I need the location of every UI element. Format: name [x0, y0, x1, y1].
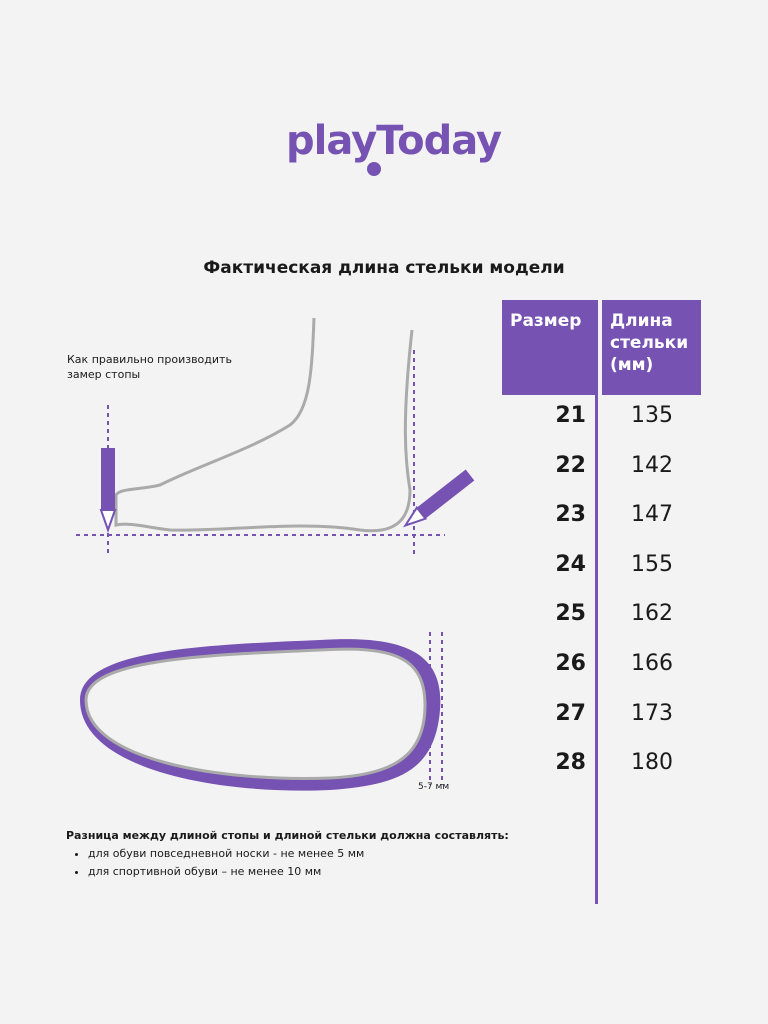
size-cell: 25 — [555, 601, 586, 627]
length-cell: 173 — [631, 700, 673, 726]
page-title: Фактическая длина стельки модели — [203, 258, 565, 278]
header-size: Размер — [502, 300, 596, 395]
length-cell: 142 — [631, 452, 673, 478]
size-cell: 24 — [555, 551, 586, 577]
foot-illustration — [76, 317, 475, 791]
note: Разница между длиной стопы и длиной стел… — [66, 827, 509, 881]
logo: playToday — [286, 118, 502, 164]
length-cell: 180 — [631, 750, 673, 776]
length-cell: 147 — [631, 502, 673, 528]
length-cell: 155 — [631, 551, 673, 577]
size-cell: 26 — [555, 651, 586, 676]
size-cell: 27 — [555, 700, 586, 726]
gap-label: 5-7 мм — [418, 782, 450, 792]
note-item: для спортивной обуви – не менее 10 мм — [88, 863, 509, 881]
table-divider — [595, 300, 598, 904]
length-cell: 135 — [631, 403, 673, 428]
size-cell: 22 — [555, 452, 586, 478]
length-cell: 166 — [631, 651, 673, 676]
note-item: для обуви повседневной носки - не менее … — [88, 845, 509, 863]
measure-hint: Как правильно производить замер стопы — [67, 353, 232, 381]
logo-dot — [367, 162, 381, 176]
length-cell: 162 — [631, 601, 673, 627]
header-length: Длина стельки (мм) — [602, 300, 701, 395]
size-cell: 28 — [555, 750, 586, 776]
size-cell: 21 — [555, 403, 586, 428]
size-cell: 23 — [555, 502, 586, 528]
note-heading: Разница между длиной стопы и длиной стел… — [66, 829, 509, 842]
